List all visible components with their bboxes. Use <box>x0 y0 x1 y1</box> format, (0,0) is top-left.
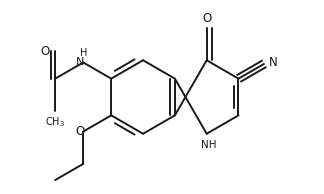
Text: NH: NH <box>201 140 216 150</box>
Text: O: O <box>75 125 84 138</box>
Text: O: O <box>202 12 211 25</box>
Text: N: N <box>76 57 84 68</box>
Text: H: H <box>80 48 87 57</box>
Text: N: N <box>269 56 277 69</box>
Text: O: O <box>40 45 49 58</box>
Text: CH$_3$: CH$_3$ <box>45 115 65 129</box>
